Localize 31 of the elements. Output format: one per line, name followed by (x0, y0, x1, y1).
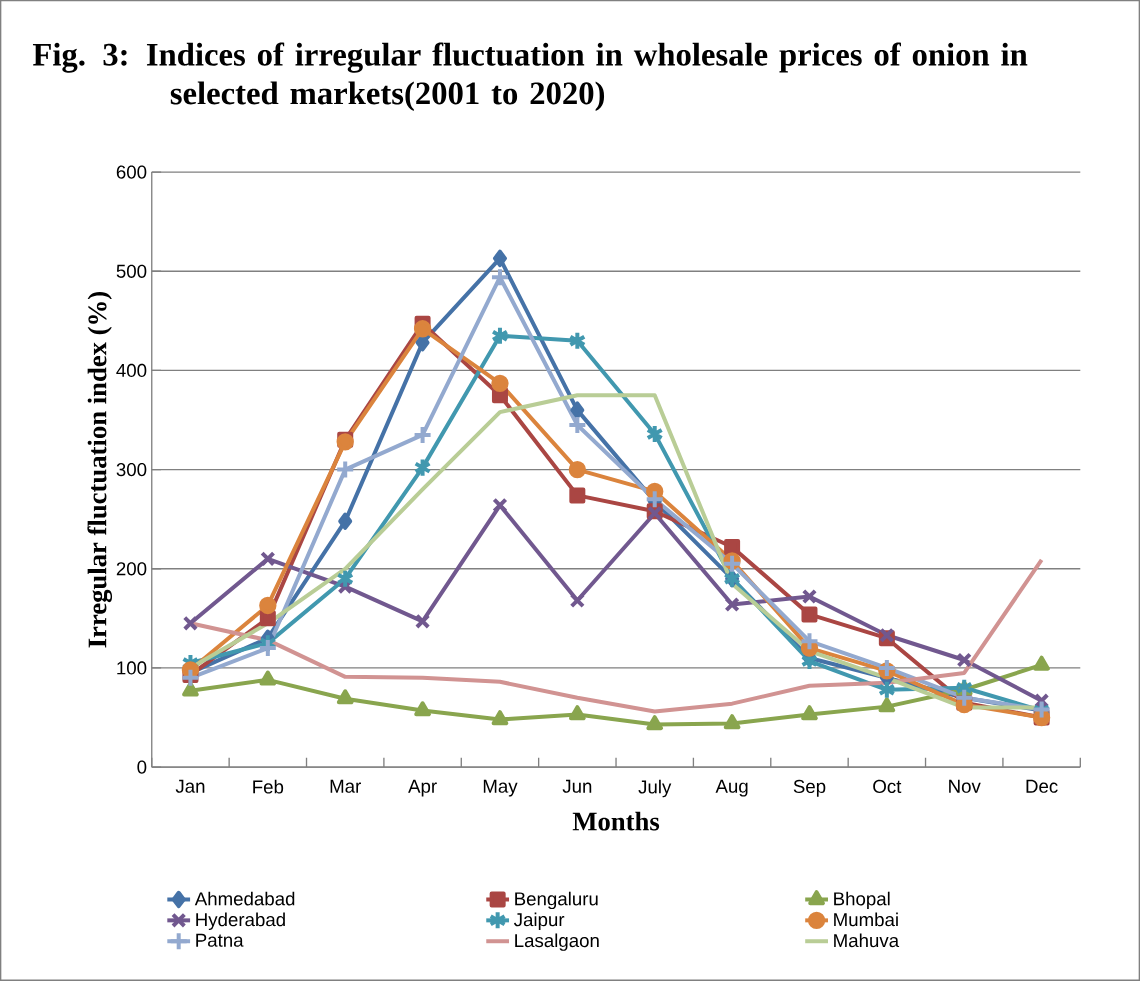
legend-label: Hyderabad (196, 912, 285, 931)
y-tick-label: 0 (137, 760, 147, 774)
x-tick-label: Dec (1026, 779, 1058, 793)
legend-label: Patna (196, 933, 244, 947)
x-tick-label: Aug (715, 779, 748, 797)
chart-title: Fig. 3: Indices of irregular fluctuation in wholesale prices of onion in selected markets(2001 to 2020) (32, 42, 1028, 112)
legend-label: Ahmedabad (194, 891, 295, 906)
y-tick-label: 500 (116, 264, 147, 278)
legend-label: Bhopal (834, 891, 890, 910)
y-tick-label: 600 (116, 165, 147, 179)
x-tick-label: Sep (793, 779, 826, 797)
legend-label: Lasalgaon (515, 933, 599, 951)
y-tick-label: 300 (116, 463, 147, 477)
x-tick-label: May (483, 779, 518, 797)
legend-label: Mumbai (834, 912, 898, 927)
x-tick-label: Jan (175, 779, 205, 793)
y-axis-title: Irregular fluctuation index (%) (87, 292, 113, 648)
x-tick-label: Feb (253, 779, 284, 794)
x-tick-label: July (638, 779, 672, 798)
x-tick-label: Nov (949, 779, 981, 793)
x-tick-label: Oct (873, 779, 902, 794)
legend-label: Jaipur (513, 912, 565, 931)
legend-label: Mahuva (834, 933, 900, 948)
y-tick-label: 200 (116, 562, 147, 576)
legend-label: Bengaluru (515, 891, 598, 910)
x-tick-label: Jun (562, 779, 592, 793)
x-axis-title: Months (572, 811, 660, 831)
x-tick-label: Apr (408, 779, 437, 797)
y-tick-label: 400 (116, 363, 147, 378)
y-tick-label: 100 (117, 661, 147, 675)
x-tick-label: Mar (330, 779, 361, 793)
